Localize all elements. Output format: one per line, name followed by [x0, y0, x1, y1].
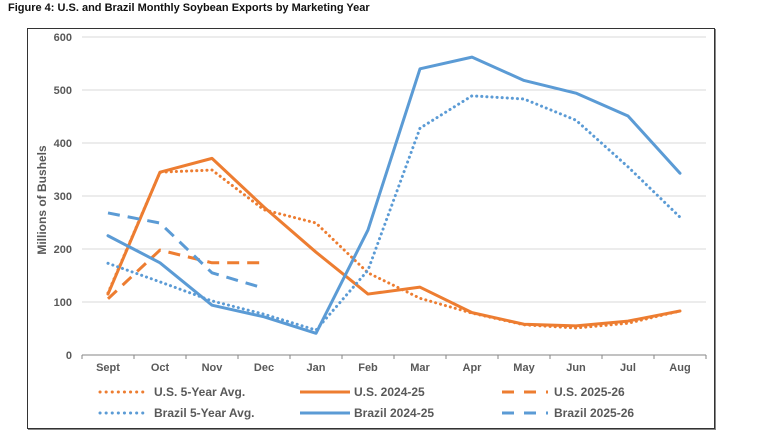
- legend-label: Brazil 2024-25: [354, 406, 434, 420]
- x-tick-label: Apr: [463, 362, 483, 374]
- series-line-brazil-5-year-avg: [106, 94, 682, 332]
- legend-label: U.S. 2025-26: [554, 385, 625, 399]
- x-axis: Sept Oct Nov Dec Jan Feb Mar Apr May Jun Jul Aug: [81, 354, 707, 374]
- x-tick-label: Nov: [202, 362, 224, 374]
- legend-item: Brazil 5-Year Avg.: [98, 406, 255, 420]
- series-line-u-s-2025-26: [106, 248, 264, 300]
- x-tick-label: Aug: [669, 362, 690, 374]
- y-tick-label: 0: [66, 350, 72, 362]
- legend-item: Brazil 2024-25: [300, 406, 434, 420]
- x-tick-label: Dec: [254, 362, 274, 374]
- legend-label: U.S. 2024-25: [354, 385, 425, 399]
- x-tick-label: Oct: [151, 362, 170, 374]
- legend-item: U.S. 2024-25: [300, 385, 425, 399]
- series-line-brazil-2024-25: [106, 55, 682, 335]
- chart-frame: [27, 28, 715, 429]
- y-tick-labels: 0 100 200 300 400 500 600: [54, 32, 72, 362]
- x-tick-label: Mar: [410, 362, 430, 374]
- x-tick-label: May: [513, 362, 535, 374]
- y-tick-label: 500: [54, 85, 72, 97]
- legend-item: U.S. 2025-26: [502, 385, 625, 399]
- series-line-brazil-2025-26: [107, 211, 265, 290]
- legend-item: Brazil 2025-26: [502, 406, 634, 420]
- y-tick-label: 200: [54, 244, 72, 256]
- series-line-u-s-5-year-avg: [106, 168, 682, 330]
- series-lines: [106, 55, 682, 335]
- y-tick-label: 600: [54, 32, 72, 44]
- chart-title: Figure 4: U.S. and Brazil Monthly Soybea…: [8, 2, 370, 14]
- x-tick-label: Feb: [358, 362, 378, 374]
- legend-item: U.S. 5-Year Avg.: [98, 385, 245, 399]
- y-tick-label: 400: [54, 138, 72, 150]
- x-tick-label: Jul: [620, 362, 636, 374]
- legend-label: U.S. 5-Year Avg.: [154, 385, 245, 399]
- x-tick-label: Sept: [96, 362, 120, 374]
- x-tick-label: Jan: [307, 362, 326, 374]
- legend-label: Brazil 5-Year Avg.: [154, 406, 255, 420]
- y-tick-label: 300: [54, 191, 72, 203]
- legend: U.S. 5-Year Avg. U.S. 2024-25 U.S. 2025-26…: [98, 385, 634, 420]
- x-tick-label: Jun: [566, 362, 586, 374]
- y-axis-title: Millions of Bushels: [35, 145, 49, 255]
- y-tick-label: 100: [54, 297, 72, 309]
- legend-label: Brazil 2025-26: [554, 406, 634, 420]
- series-line-u-s-2024-25: [106, 156, 682, 328]
